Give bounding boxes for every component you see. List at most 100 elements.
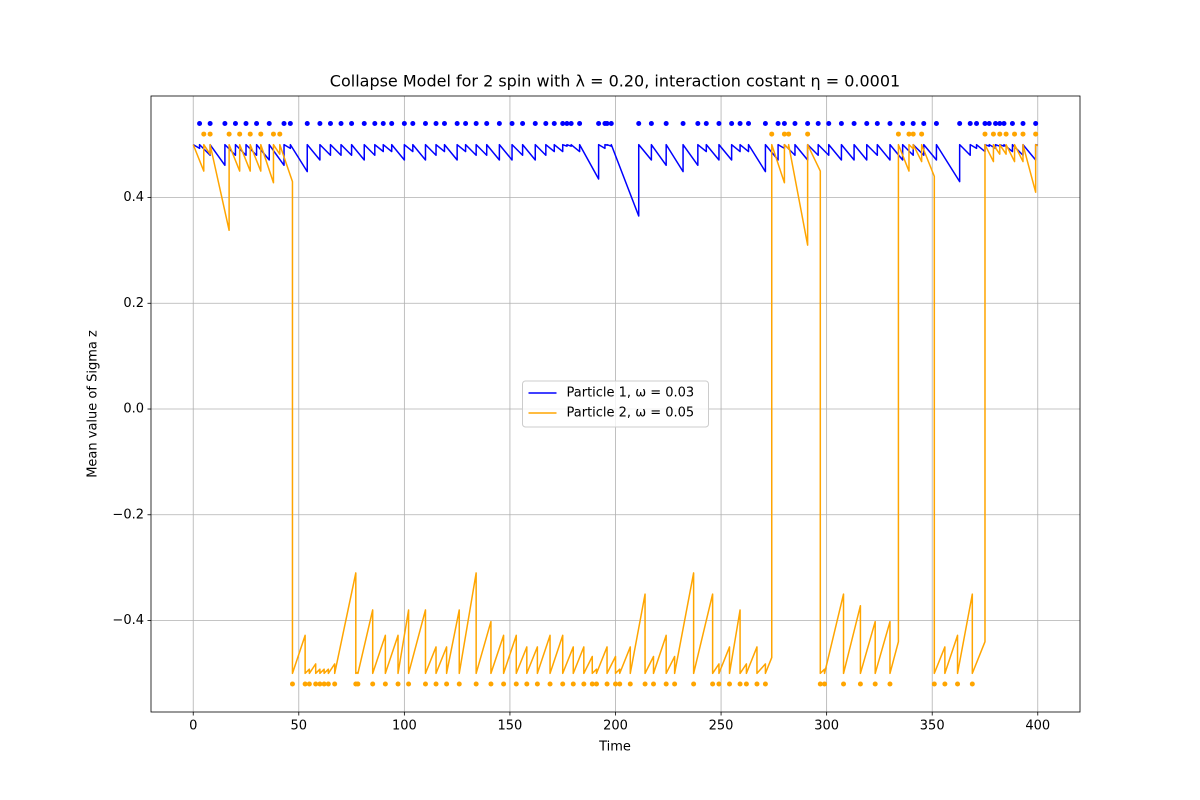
collapse-marker	[226, 131, 232, 137]
collapse-marker	[1033, 131, 1039, 137]
collapse-marker	[997, 131, 1003, 137]
legend-box	[522, 380, 709, 428]
collapse-marker	[969, 681, 975, 687]
collapse-marker	[1033, 120, 1039, 126]
collapse-marker	[754, 681, 760, 687]
collapse-marker	[317, 681, 323, 687]
collapse-marker	[993, 120, 999, 126]
collapse-marker	[473, 681, 479, 687]
axes-frame	[150, 95, 1081, 713]
collapse-marker	[361, 120, 367, 126]
collapse-marker	[648, 120, 654, 126]
collapse-marker	[974, 120, 980, 126]
collapse-marker	[874, 120, 880, 126]
collapse-marker	[997, 120, 1003, 126]
collapse-marker	[781, 131, 787, 137]
collapse-marker	[463, 120, 469, 126]
collapse-marker	[743, 681, 749, 687]
collapse-marker	[716, 681, 722, 687]
collapse-marker	[872, 681, 878, 687]
collapse-marker	[287, 120, 293, 126]
collapse-marker	[636, 120, 642, 126]
collapse-marker	[762, 681, 768, 687]
collapse-marker	[716, 120, 722, 126]
collapse-marker	[355, 681, 361, 687]
collapse-marker	[317, 120, 323, 126]
collapse-marker	[243, 120, 249, 126]
collapse-marker	[805, 131, 811, 137]
collapse-marker	[613, 681, 618, 687]
collapse-marker	[258, 131, 264, 137]
collapse-marker	[313, 681, 319, 687]
collapse-marker	[327, 120, 333, 126]
x-tick-label: 200	[603, 719, 628, 734]
collapse-marker	[543, 120, 549, 126]
collapse-marker	[564, 120, 570, 126]
collapse-marker	[266, 120, 272, 126]
collapse-marker	[372, 120, 378, 126]
collapse-marker	[762, 120, 768, 126]
collapse-marker	[496, 120, 502, 126]
collapse-marker	[805, 120, 811, 126]
collapse-marker	[456, 681, 462, 687]
collapse-marker	[887, 681, 893, 687]
x-tick-label: 100	[392, 719, 417, 734]
collapse-marker	[617, 681, 623, 687]
data-line	[192, 143, 1039, 675]
collapse-marker	[254, 120, 260, 126]
collapse-marker	[826, 120, 832, 126]
x-tick-label: 300	[814, 719, 839, 734]
collapse-marker	[568, 120, 574, 126]
collapse-marker	[596, 120, 602, 126]
collapse-marker	[710, 681, 716, 687]
collapse-marker	[488, 681, 494, 687]
collapse-marker	[604, 681, 610, 687]
y-axis-label: Mean value of Sigma z	[86, 330, 101, 478]
collapse-marker	[957, 120, 963, 126]
collapse-marker	[444, 681, 450, 687]
collapse-marker	[769, 131, 775, 137]
collapse-marker	[232, 120, 238, 126]
collapse-marker	[593, 681, 599, 687]
collapse-marker	[380, 120, 386, 126]
collapse-marker	[663, 681, 669, 687]
collapse-marker	[395, 681, 401, 687]
x-tick-label: 0	[189, 719, 197, 734]
collapse-marker	[919, 131, 925, 137]
collapse-marker	[1012, 131, 1018, 137]
collapse-marker	[281, 120, 287, 126]
collapse-marker	[454, 120, 460, 126]
collapse-marker	[524, 681, 530, 687]
collapse-marker	[663, 120, 669, 126]
collapse-marker	[729, 120, 735, 126]
collapse-marker	[570, 681, 576, 687]
collapse-marker	[822, 681, 828, 687]
collapse-marker	[197, 120, 203, 126]
collapse-marker	[942, 681, 948, 687]
collapse-marker	[422, 681, 428, 687]
collapse-marker	[817, 681, 823, 687]
collapse-marker	[608, 120, 614, 126]
collapse-marker	[703, 120, 709, 126]
collapse-marker	[737, 681, 743, 687]
collapse-marker	[201, 131, 207, 137]
collapse-marker	[1001, 120, 1007, 126]
collapse-marker	[792, 120, 798, 126]
collapse-marker	[370, 681, 376, 687]
collapse-marker	[642, 681, 648, 687]
x-axis-label: Time	[598, 740, 631, 755]
collapse-marker	[775, 120, 781, 126]
collapse-marker	[321, 681, 327, 687]
collapse-marker	[627, 681, 633, 687]
collapse-marker	[933, 120, 939, 126]
collapse-marker	[349, 120, 355, 126]
collapse-marker	[900, 120, 906, 126]
y-tick-label: −0.2	[112, 507, 144, 522]
collapse-marker	[577, 120, 583, 126]
collapse-marker	[921, 120, 927, 126]
collapse-marker	[247, 131, 253, 137]
collapse-marker	[338, 120, 344, 126]
y-tick-label: −0.4	[112, 613, 144, 628]
y-tick-label: 0.2	[123, 296, 144, 311]
